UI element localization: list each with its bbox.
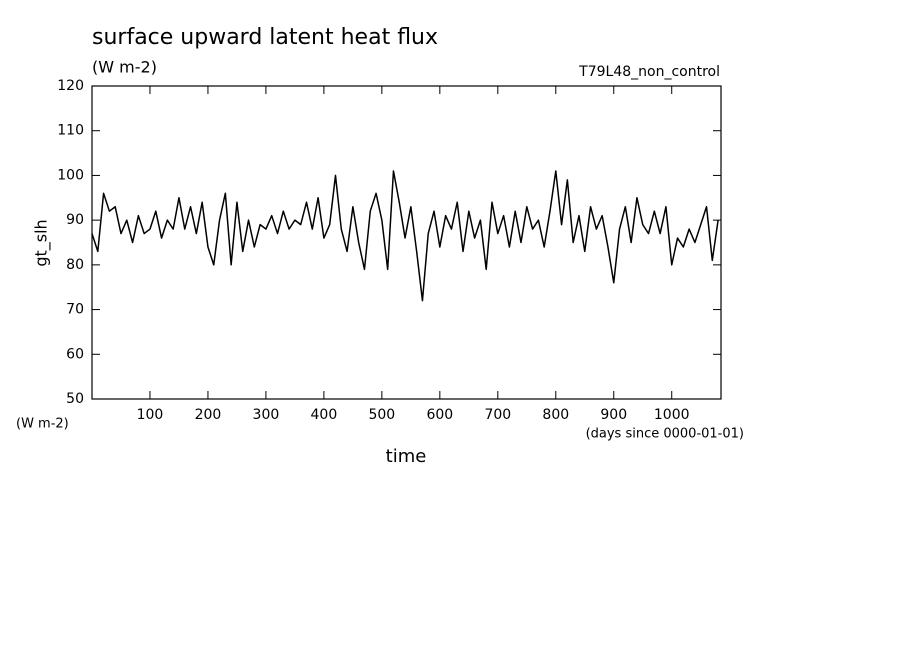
x-tick-label: 200 (195, 407, 222, 423)
x-unit-label: (days since 0000-01-01) (586, 427, 744, 442)
y-tick-label: 80 (66, 257, 84, 273)
x-tick-label: 300 (253, 407, 280, 423)
y-tick-label: 90 (66, 212, 84, 228)
y-tick-label: 120 (57, 78, 84, 94)
y-tick-label: 50 (66, 391, 84, 407)
x-axis-label: time (386, 446, 427, 467)
run-label: T79L48_non_control (578, 64, 720, 80)
x-tick-label: 600 (426, 407, 453, 423)
y-tick-label: 70 (66, 302, 84, 318)
x-tick-label: 1000 (654, 407, 690, 423)
y-tick-label: 110 (57, 123, 84, 139)
x-tick-label: 800 (542, 407, 569, 423)
data-line (91, 170, 719, 302)
plot-frame (91, 85, 722, 400)
x-tick-label: 100 (137, 407, 164, 423)
x-tick-label: 500 (368, 407, 395, 423)
y-tick-label: 60 (66, 346, 84, 362)
subtitle: (W m-2) (92, 58, 157, 77)
x-tick-label: 700 (484, 407, 511, 423)
x-tick-label: 900 (600, 407, 627, 423)
y-axis-label: gt_slh (32, 219, 52, 266)
y-unit-label: (W m-2) (16, 417, 69, 432)
chart-title: surface upward latent heat flux (92, 25, 438, 50)
y-tick-label: 100 (57, 167, 84, 183)
x-tick-label: 400 (311, 407, 338, 423)
